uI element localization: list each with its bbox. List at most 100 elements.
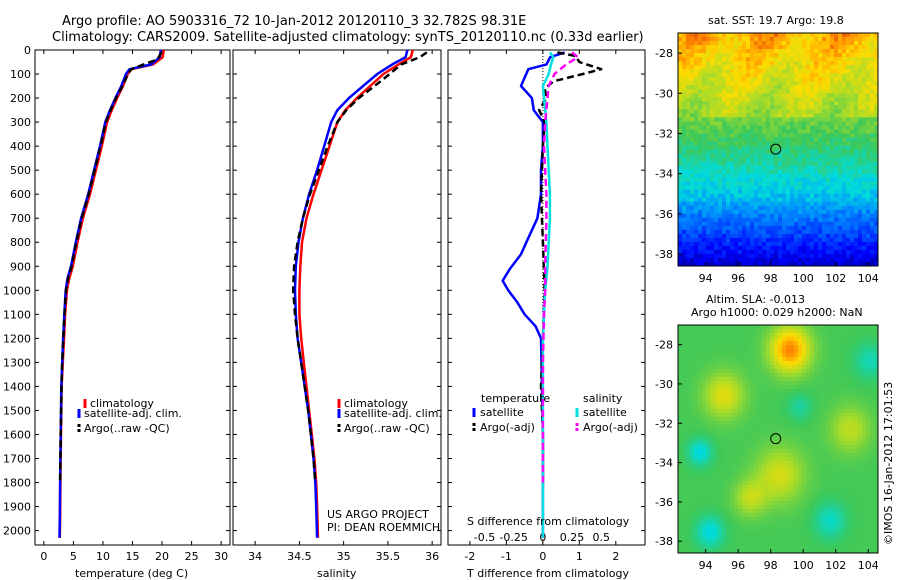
sst-cell [698,149,703,154]
sst-cell [802,97,807,102]
sst-cell [790,177,795,182]
sst-cell [862,61,867,66]
sla-cell [794,425,799,430]
sla-cell [722,421,727,426]
sla-cell [794,409,799,414]
sst-cell [870,37,875,42]
sst-cell [810,137,815,142]
sla-cell [726,385,731,390]
sst-cell [830,101,835,106]
sla-cell [834,421,839,426]
sst-cell [874,81,878,86]
sst-cell [766,165,771,170]
sst-cell [798,133,803,138]
sst-cell [746,77,751,82]
sla-cell [778,449,783,454]
sla-cell [742,401,747,406]
sst-cell [686,197,691,203]
sla-cell [862,441,867,446]
sla-cell [874,397,878,402]
sla-cell [750,381,755,386]
sst-cell [790,121,795,126]
sst-cell [746,157,751,162]
sla-cell [762,425,767,430]
sla-cell [722,369,727,374]
sla-cell [746,413,751,418]
sla-cell [698,421,703,426]
sst-cell [766,37,771,42]
sla-cell [870,437,875,442]
sla-cell [806,333,811,338]
sla-cell [734,461,739,466]
sla-cell [694,337,699,342]
sla-cell [766,325,771,330]
sst-cell [802,217,807,223]
sst-cell [706,181,711,186]
sst-cell [714,257,719,263]
sla-cell [822,377,827,382]
sst-cell [682,229,687,235]
sla-cell [726,457,731,462]
sst-cell [850,165,855,170]
sst-cell [690,113,695,118]
sla-cell [690,361,695,366]
sla-cell [750,337,755,342]
sst-cell [794,209,799,215]
sla-cell [830,389,835,394]
sla-cell [858,461,863,466]
sst-cell [762,209,767,215]
sla-cell [686,401,691,406]
sla-cell [758,353,763,358]
sst-cell [698,101,703,106]
sst-cell [826,197,831,203]
sla-cell [846,393,851,398]
sst-cell [778,81,783,86]
sst-cell [702,65,707,70]
sla-cell [766,349,771,354]
sla-cell [710,337,715,342]
sst-cell [686,97,691,102]
sla-cell [778,397,783,402]
sst-cell [854,53,859,58]
sst-cell [850,185,855,190]
sst-cell [726,77,731,82]
sla-cell [802,457,807,462]
sla-cell [862,365,867,370]
sla-cell [798,445,803,450]
sst-cell [838,229,843,235]
sst-cell [710,137,715,142]
sst-cell [838,37,843,42]
sst-cell [762,197,767,203]
sst-cell [870,93,875,98]
sst-cell [686,57,691,62]
sla-cell [826,373,831,378]
sst-cell [758,205,763,211]
sla-cell [718,457,723,462]
sst-cell [798,33,803,38]
sst-cell [802,61,807,66]
sst-cell [766,257,771,263]
sla-cell [690,461,695,466]
sst-cell [730,233,735,239]
sst-cell [862,33,867,38]
sst-cell [822,49,827,54]
sla-cell [730,417,735,422]
sla-cell [678,389,683,394]
sla-cell [762,381,767,386]
sla-cell [682,325,687,330]
sst-cell [810,257,815,263]
sla-cell [834,381,839,386]
sst-cell [850,37,855,42]
sst-cell [706,241,711,247]
sst-cell [702,225,707,231]
sst-cell [762,149,767,154]
sst-cell [802,213,807,219]
sla-cell [850,453,855,458]
sla-cell [758,389,763,394]
sst-cell [742,241,747,247]
sst-cell [806,177,811,182]
sst-cell [790,197,795,203]
sst-cell [734,173,739,178]
sst-cell [750,45,755,50]
sst-cell [770,181,775,186]
